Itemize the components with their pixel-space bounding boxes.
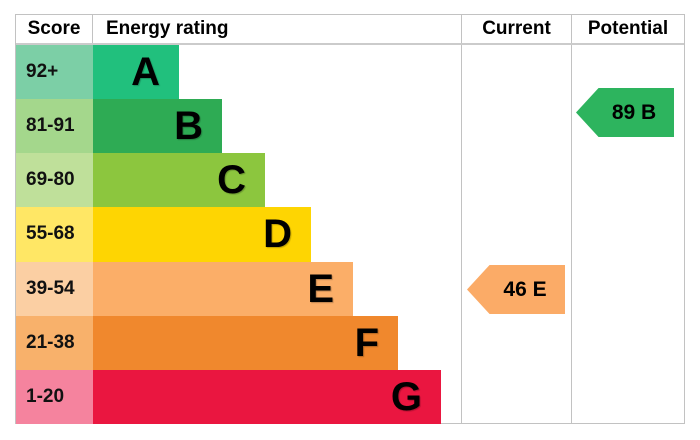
- band-row-b: 81-91 B: [16, 99, 461, 154]
- band-letter: C: [217, 158, 246, 203]
- band-letter: D: [263, 212, 292, 257]
- band-row-a: 92+ A: [16, 45, 461, 100]
- band-bar-d: D: [93, 207, 311, 262]
- table-body: 92+ A 81-91 B 69-80 C 55-68 D 39-54 E 21-38 F 1-20 G …: [16, 45, 684, 424]
- band-letter: G: [390, 374, 422, 419]
- band-bar-e: E: [93, 261, 353, 316]
- current-column: [461, 45, 571, 424]
- band-score-label: 55-68: [16, 207, 93, 262]
- band-bar-g: G: [93, 369, 441, 424]
- band-letter: B: [174, 104, 203, 149]
- band-score-label: 21-38: [16, 315, 93, 370]
- band-letter: F: [354, 320, 379, 365]
- band-bar-a: A: [93, 45, 179, 100]
- band-rows: 92+ A 81-91 B 69-80 C 55-68 D 39-54 E 21-38 F 1-20 G: [16, 45, 461, 424]
- current-rating-arrow: 46 E: [467, 265, 565, 314]
- band-score-label: 1-20: [16, 369, 93, 424]
- potential-column: [571, 45, 684, 424]
- energy-rating-column-header: Energy rating: [106, 18, 229, 39]
- band-score-label: 69-80: [16, 153, 93, 208]
- band-bar-f: F: [93, 315, 398, 370]
- band-row-e: 39-54 E: [16, 261, 461, 316]
- potential-rating-label: 89 B: [611, 100, 657, 124]
- band-score-label: 92+: [16, 45, 93, 100]
- band-row-d: 55-68 D: [16, 207, 461, 262]
- potential-rating-arrow: 89 B: [576, 88, 674, 137]
- current-rating-label: 46 E: [503, 277, 547, 301]
- band-letter: E: [307, 266, 334, 311]
- epc-table: Score Energy rating Current Potential 92…: [15, 14, 685, 424]
- band-score-label: 39-54: [16, 261, 93, 316]
- band-row-c: 69-80 C: [16, 153, 461, 208]
- potential-column-header: Potential: [571, 15, 684, 43]
- band-score-label: 81-91: [16, 99, 93, 154]
- band-row-f: 21-38 F: [16, 315, 461, 370]
- band-letter: A: [131, 50, 160, 95]
- band-row-g: 1-20 G: [16, 369, 461, 424]
- current-column-header: Current: [461, 15, 571, 43]
- band-bar-c: C: [93, 153, 265, 208]
- table-header: Score Energy rating Current Potential: [16, 15, 684, 45]
- score-column-header: Score: [16, 15, 93, 43]
- band-bar-b: B: [93, 99, 222, 154]
